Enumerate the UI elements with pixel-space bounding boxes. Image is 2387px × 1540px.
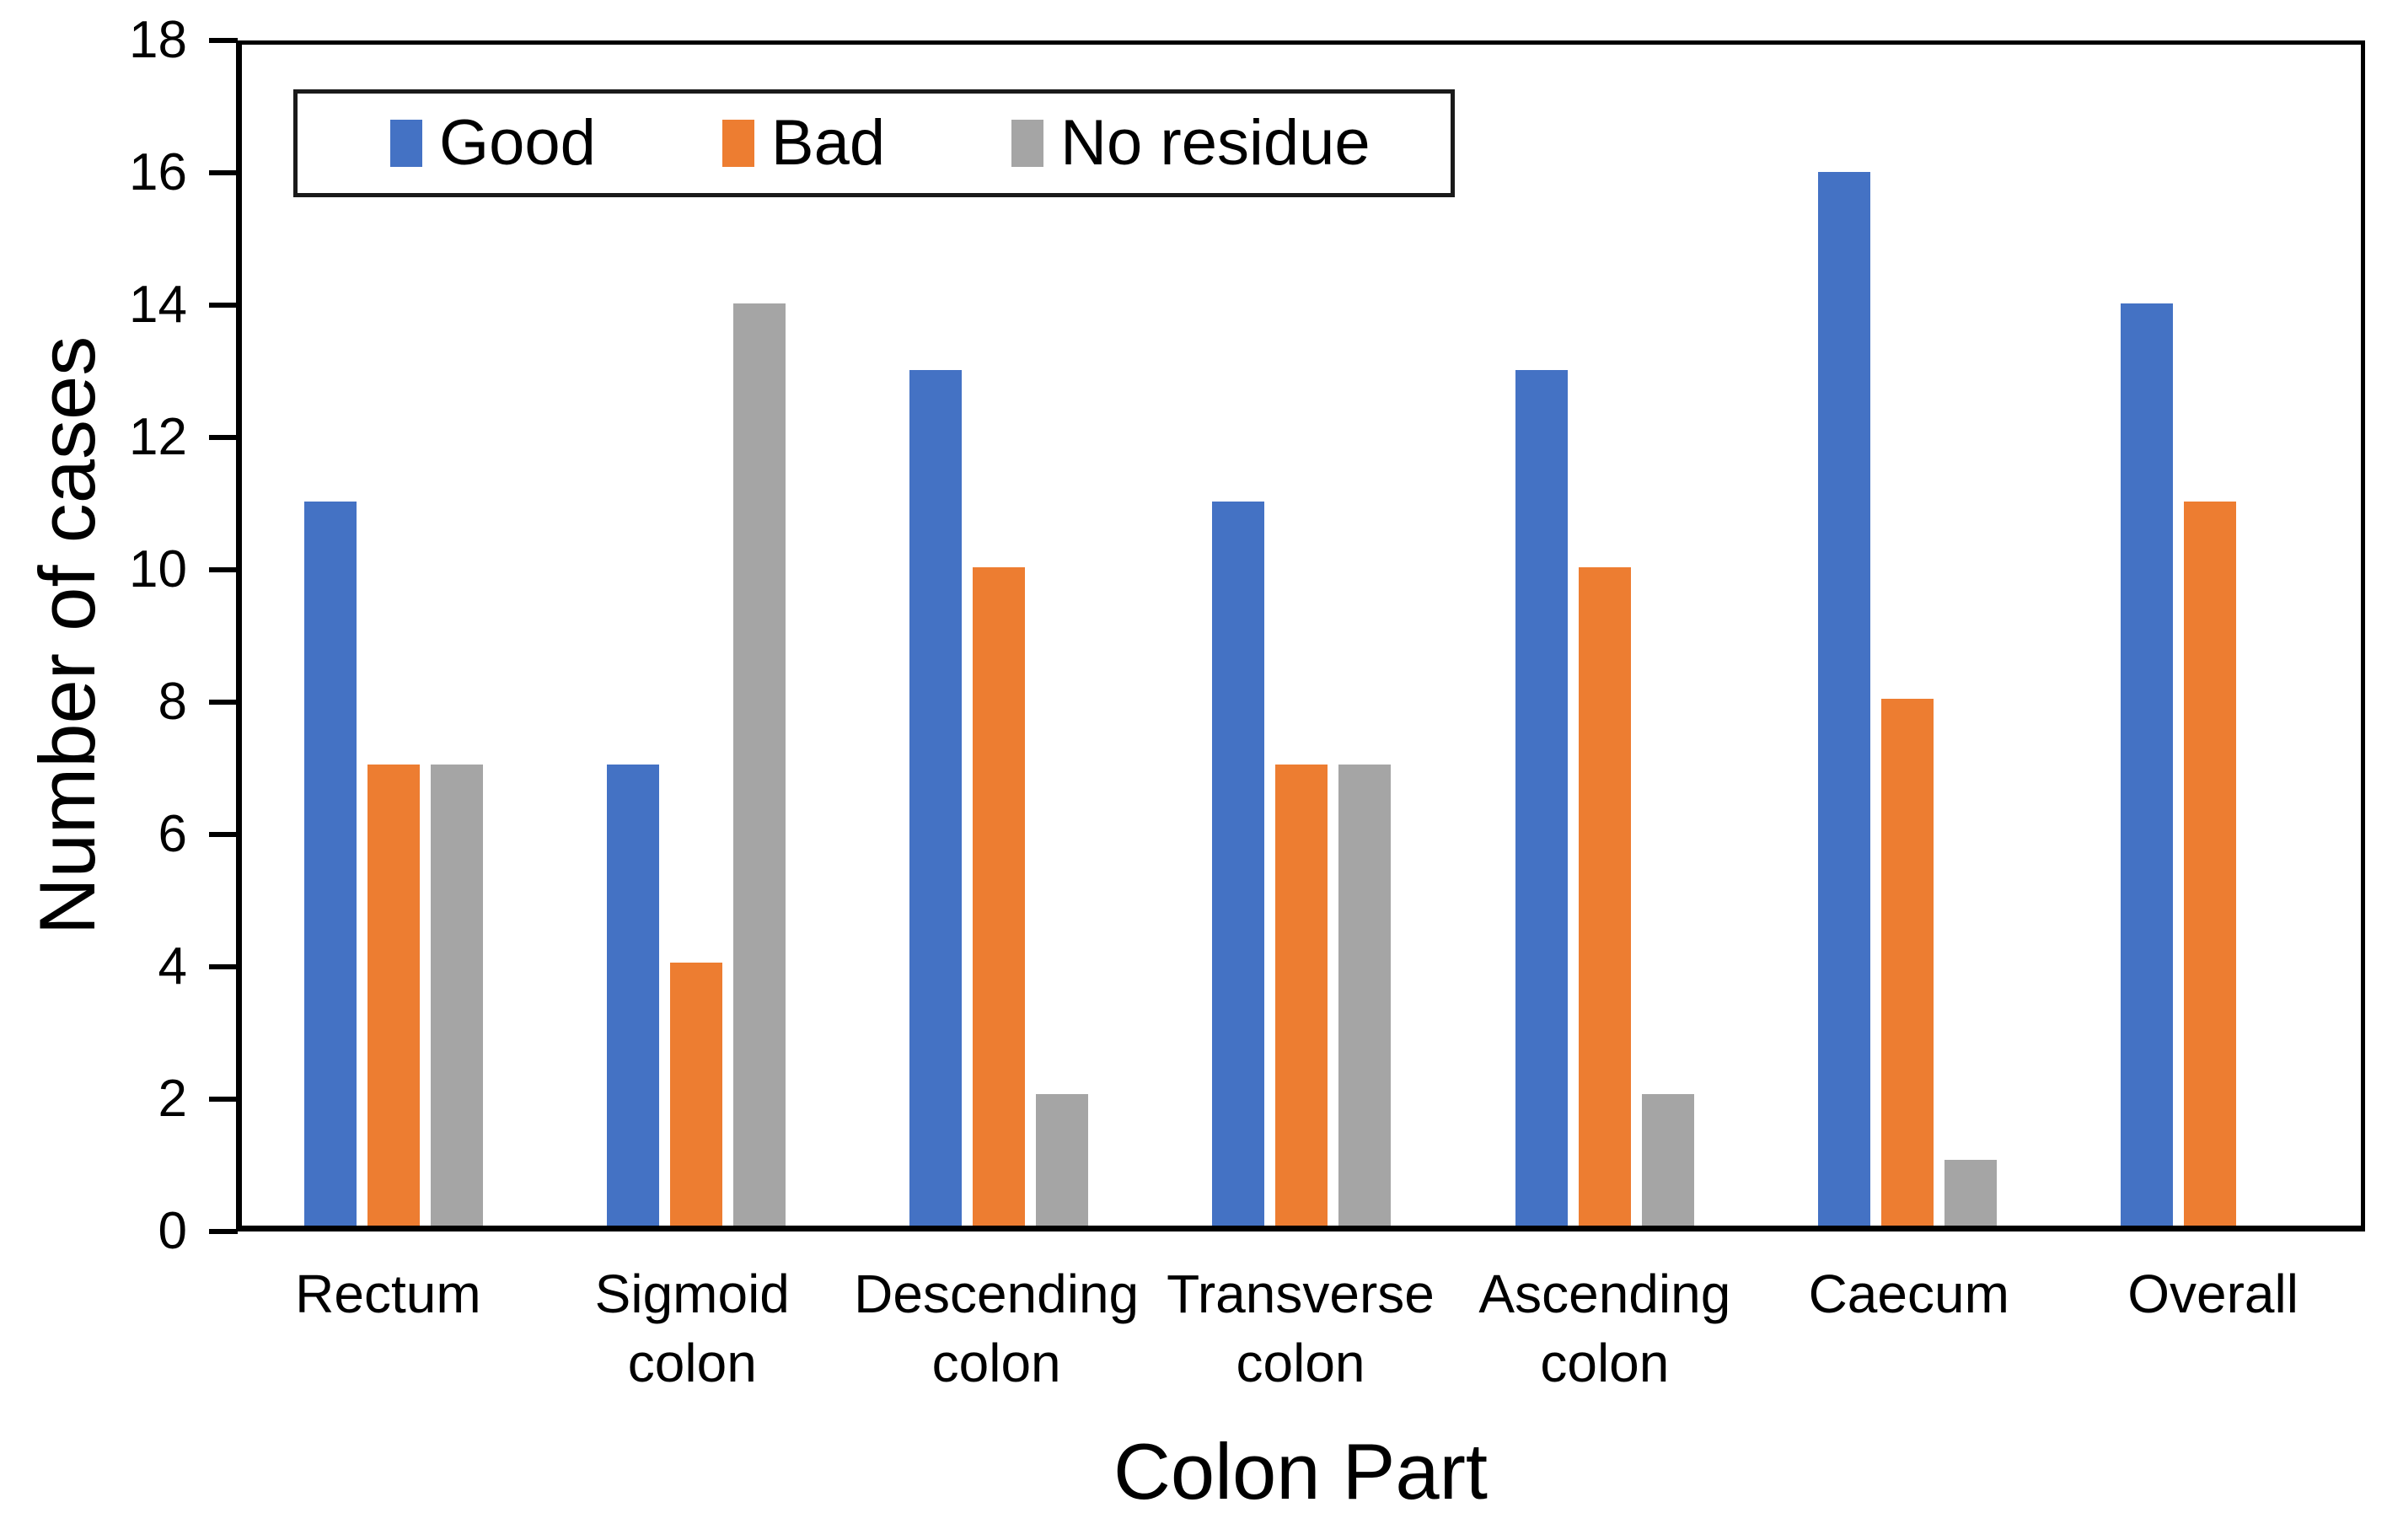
legend-swatch-no-residue <box>1011 120 1044 167</box>
legend-swatch-good <box>390 120 422 167</box>
legend-label-bad: Bad <box>770 107 886 179</box>
y-tick-mark <box>209 567 238 572</box>
bar-bad <box>1275 765 1328 1226</box>
y-tick-label: 0 <box>158 1202 187 1260</box>
bar-bad <box>367 765 420 1226</box>
bar-no-residue <box>1641 1093 1694 1226</box>
y-tick-label: 12 <box>129 408 187 466</box>
legend-item-bad: Bad <box>721 107 886 179</box>
bar-good <box>303 501 357 1226</box>
x-category-label-text: Sigmoid colon <box>594 1264 790 1393</box>
bar-good <box>606 765 659 1226</box>
bar-no-residue <box>1944 1159 1998 1226</box>
bar-group <box>848 40 1151 1226</box>
bar-bad <box>973 566 1026 1226</box>
bar-no-residue <box>1036 1093 1089 1226</box>
bar-bad <box>2184 501 2237 1226</box>
bar-no-residue <box>1338 765 1392 1226</box>
legend-label-good: Good <box>439 107 596 179</box>
y-tick-mark <box>209 1229 238 1234</box>
bar-group <box>2059 40 2362 1226</box>
y-tick-mark <box>209 1097 238 1102</box>
bar-bad <box>1578 566 1631 1226</box>
legend-item-good: Good <box>390 111 596 175</box>
y-tick-mark <box>209 303 238 308</box>
bar-bad <box>669 962 722 1226</box>
bar-good <box>1212 501 1265 1226</box>
y-tick-label: 14 <box>129 276 187 334</box>
y-tick-label: 16 <box>129 143 187 201</box>
bar-no-residue <box>430 765 483 1226</box>
bar-group <box>1756 40 2058 1226</box>
y-tick-label: 18 <box>129 11 187 69</box>
x-category-label-text: Descending colon <box>854 1264 1140 1393</box>
bar-good <box>1818 172 1871 1226</box>
x-category-label: Descending colon <box>845 1259 1149 1398</box>
legend-item-no-residue: No residue <box>1011 111 1371 175</box>
y-tick-label: 8 <box>158 673 187 731</box>
x-category-label: Caecum <box>1757 1259 2061 1398</box>
x-axis-title: Colon Part <box>1113 1427 1489 1516</box>
y-tick-mark <box>209 964 238 969</box>
bar-good <box>2121 303 2174 1226</box>
bar-group <box>544 40 847 1226</box>
bar-good <box>909 369 963 1226</box>
y-tick-mark <box>209 435 238 440</box>
bar-group <box>1453 40 1756 1226</box>
x-category-label-text: Transverse colon <box>1167 1264 1435 1393</box>
legend-swatch-bad <box>721 120 754 167</box>
y-tick-mark <box>209 832 238 837</box>
x-category-label-text: Caecum <box>1808 1264 2009 1324</box>
y-tick-label: 10 <box>129 540 187 598</box>
x-category-label-text: Rectum <box>295 1264 481 1324</box>
bar-good <box>1515 369 1568 1226</box>
legend: Good Bad No residue <box>293 89 1455 197</box>
y-tick-label: 4 <box>158 937 187 995</box>
bar-no-residue <box>732 303 786 1226</box>
bar-groups <box>242 40 2362 1226</box>
x-category-label: Sigmoid colon <box>540 1259 845 1398</box>
x-category-label-text: Ascending colon <box>1478 1264 1731 1393</box>
y-tick-mark <box>209 700 238 705</box>
x-category-labels: Rectum Sigmoid colon Descending colon Trans… <box>236 1259 2365 1398</box>
x-category-label: Ascending colon <box>1452 1259 1757 1398</box>
y-tick-mark <box>209 170 238 175</box>
x-category-label-text: Overall <box>2127 1264 2298 1324</box>
x-category-label: Overall <box>2061 1259 2365 1398</box>
bar-bad <box>1881 699 1934 1226</box>
y-tick-mark <box>209 38 238 43</box>
y-tick-label: 6 <box>158 805 187 863</box>
x-category-label: Rectum <box>236 1259 540 1398</box>
y-tick-label: 2 <box>158 1070 187 1128</box>
bar-group <box>242 40 544 1226</box>
bar-group <box>1151 40 1453 1226</box>
legend-label-no-residue: No residue <box>1060 107 1371 179</box>
x-category-label: Transverse colon <box>1149 1259 1453 1398</box>
